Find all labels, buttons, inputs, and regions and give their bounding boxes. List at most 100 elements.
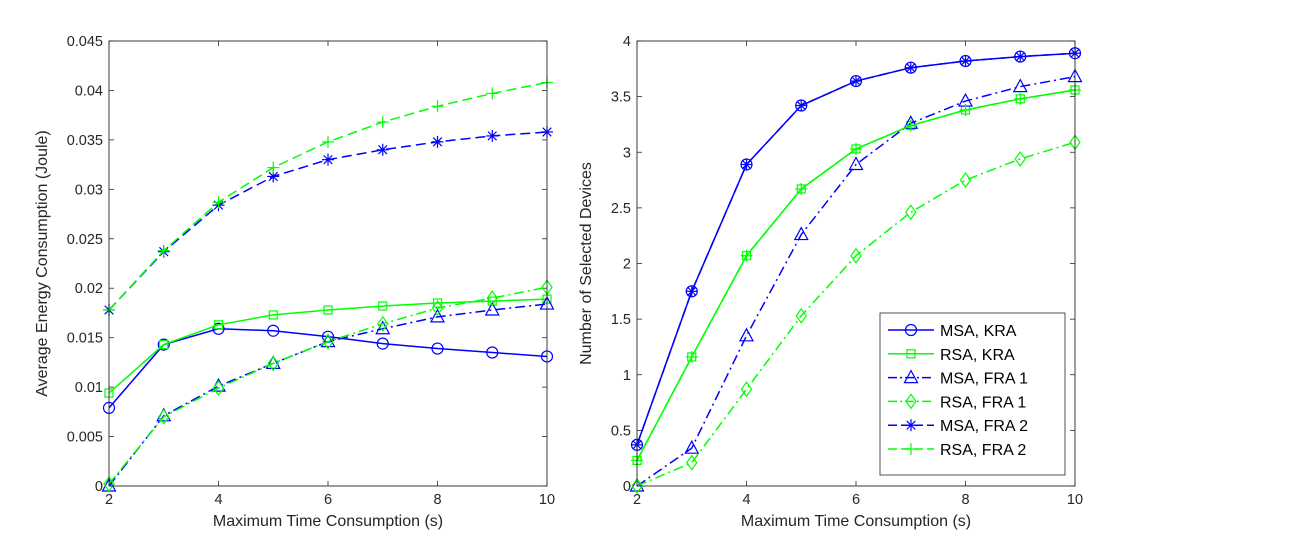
data-point bbox=[850, 75, 862, 88]
legend-label: MSA, FRA 1 bbox=[940, 371, 1028, 388]
data-point bbox=[685, 285, 698, 298]
data-point bbox=[848, 156, 864, 171]
y-tick-label: 0.01 bbox=[75, 380, 103, 396]
data-point bbox=[793, 226, 809, 241]
data-point bbox=[904, 119, 917, 132]
data-point bbox=[267, 161, 280, 174]
data-point bbox=[431, 299, 444, 317]
data-point bbox=[267, 324, 280, 337]
x-tick-label: 10 bbox=[1067, 492, 1083, 508]
y-tick-label: 0.04 bbox=[75, 83, 103, 99]
data-point bbox=[1014, 150, 1026, 167]
x-axis-label: Maximum Time Consumption (s) bbox=[741, 513, 971, 530]
legend-marker bbox=[903, 369, 919, 384]
data-point bbox=[159, 339, 169, 350]
data-point bbox=[795, 99, 808, 112]
legend-label: RSA, KRA bbox=[940, 347, 1015, 364]
legend-item: RSA, KRA bbox=[888, 347, 1015, 364]
data-point bbox=[486, 346, 499, 359]
data-point bbox=[322, 153, 334, 166]
data-point bbox=[1014, 92, 1027, 105]
x-tick-label: 6 bbox=[852, 492, 860, 508]
y-tick-label: 1.5 bbox=[611, 312, 631, 328]
series-line bbox=[108, 328, 548, 409]
legend-label: RSA, FRA 1 bbox=[940, 394, 1026, 411]
y-tick-label: 3.5 bbox=[611, 90, 631, 106]
y-axis-label: Number of Selected Devices bbox=[578, 162, 595, 365]
y-tick-label: 0 bbox=[623, 479, 631, 495]
x-tick-label: 2 bbox=[633, 492, 641, 508]
legend-label: MSA, KRA bbox=[940, 323, 1017, 340]
legend-item: MSA, FRA 1 bbox=[888, 369, 1028, 388]
y-tick-label: 4 bbox=[623, 34, 631, 50]
data-point bbox=[376, 143, 389, 156]
data-point bbox=[738, 327, 755, 342]
data-point bbox=[686, 454, 698, 471]
data-point bbox=[375, 320, 391, 335]
y-tick-label: 2.5 bbox=[611, 201, 631, 217]
y-tick-label: 0.025 bbox=[67, 232, 103, 248]
series-rsa-fra-2 bbox=[103, 76, 553, 316]
data-point bbox=[323, 305, 333, 315]
series-msa-kra bbox=[102, 322, 554, 414]
x-tick-label: 4 bbox=[742, 492, 750, 508]
x-axis-label: Maximum Time Consumption (s) bbox=[213, 513, 443, 530]
data-point bbox=[795, 307, 807, 324]
x-tick-label: 6 bbox=[324, 492, 332, 508]
chart-energy-consumption: 2 4 6 8 10 0 0.005 0.01 0.015 0.02 0.025 0.03 0.035 0… bbox=[34, 34, 555, 530]
data-point bbox=[157, 244, 170, 257]
legend-item: MSA, KRA bbox=[888, 323, 1017, 340]
x-tick-label: 8 bbox=[433, 492, 441, 508]
data-point bbox=[685, 350, 698, 363]
y-tick-label: 0.03 bbox=[75, 182, 103, 198]
data-point bbox=[740, 249, 753, 262]
y-tick-label: 0.045 bbox=[67, 34, 103, 50]
x-tick-label: 4 bbox=[214, 492, 222, 508]
data-point bbox=[631, 477, 643, 495]
y-axis-label: Average Energy Consumption (Joule) bbox=[34, 130, 51, 397]
legend-marker bbox=[905, 393, 917, 410]
plot-area bbox=[109, 41, 547, 486]
data-point bbox=[684, 439, 700, 454]
data-point bbox=[740, 381, 753, 398]
y-tick-label: 0.5 bbox=[611, 423, 631, 439]
data-point bbox=[431, 135, 444, 148]
axes-frame bbox=[108, 40, 548, 487]
data-point bbox=[1012, 78, 1028, 93]
legend-marker bbox=[904, 323, 918, 337]
data-point bbox=[740, 158, 753, 171]
data-point bbox=[378, 301, 388, 311]
legend-marker bbox=[905, 419, 917, 432]
x-tick-label: 2 bbox=[105, 492, 113, 508]
x-tick-label: 10 bbox=[539, 492, 555, 508]
series-line bbox=[108, 286, 548, 485]
legend: MSA, KRA RSA, KRA MSA, FRA 1 RSA, FRA 1 MSA,… bbox=[879, 312, 1066, 476]
y-tick-label: 0 bbox=[95, 479, 103, 495]
y-tick-label: 3 bbox=[623, 145, 631, 161]
data-point bbox=[157, 338, 170, 351]
data-point bbox=[267, 355, 279, 372]
data-point bbox=[213, 320, 224, 330]
data-point bbox=[320, 333, 336, 348]
data-point bbox=[377, 315, 389, 332]
data-point bbox=[268, 310, 278, 320]
data-point bbox=[486, 87, 499, 100]
data-point bbox=[376, 337, 389, 350]
data-point bbox=[265, 355, 281, 369]
data-point bbox=[850, 142, 862, 155]
data-point bbox=[850, 247, 862, 264]
legend-item: RSA, FRA 1 bbox=[888, 393, 1026, 411]
chart-selected-devices: 2 4 6 8 10 0 0.5 1 1.5 2 2.5 3 3.5 4 Maximum Time Cons… bbox=[578, 34, 1083, 530]
data-point bbox=[432, 298, 443, 308]
legend-marker bbox=[906, 349, 916, 359]
y-tick-label: 0.035 bbox=[67, 133, 103, 149]
x-tick-label: 8 bbox=[961, 492, 969, 508]
axes-frame bbox=[636, 40, 1076, 487]
data-point bbox=[212, 322, 225, 335]
data-point bbox=[959, 172, 972, 189]
data-point bbox=[322, 333, 334, 350]
data-point bbox=[484, 301, 500, 316]
legend-item: RSA, FRA 2 bbox=[888, 442, 1026, 459]
data-point bbox=[1014, 50, 1027, 63]
